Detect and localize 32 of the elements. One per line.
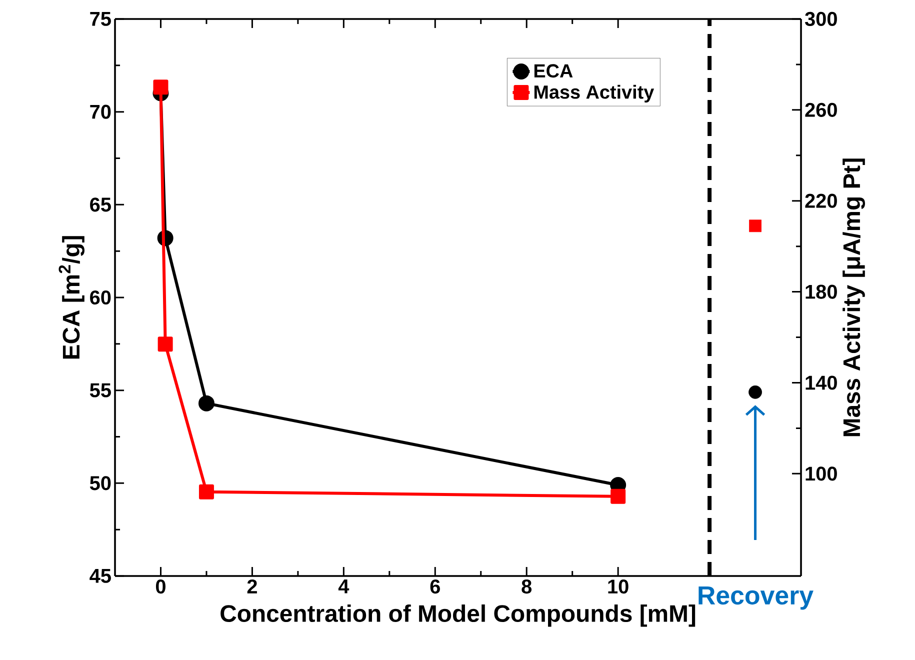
x-axis-title: Concentration of Model Compounds [mM]: [220, 604, 696, 627]
y2-tick-label: 140: [806, 376, 837, 390]
y2-tick-label: 300: [804, 12, 837, 26]
y2-tick-label: 220: [805, 194, 837, 208]
y2-tick-label: 100: [806, 466, 837, 481]
y-tick-label: 65: [90, 198, 111, 212]
x-tick-label: 10: [608, 580, 628, 594]
point: [198, 395, 214, 412]
y-tick-label: 60: [90, 290, 111, 305]
point: [158, 336, 173, 352]
y-tick-label: 75: [90, 12, 111, 26]
y2-tick-label: 260: [805, 102, 837, 117]
y-axis-title: ECA [m$^{2}$/g]: [58, 236, 84, 359]
point: [198, 484, 214, 500]
y-tick-label: 70: [90, 104, 111, 119]
y-tick-label: 45: [90, 569, 111, 583]
legend-label: Mass Activity: [534, 84, 654, 102]
point: [748, 385, 762, 399]
legend-label: ECA: [534, 64, 573, 78]
x-tick-label: 6: [430, 580, 440, 594]
x-tick-label: 4: [338, 580, 350, 594]
point: [749, 220, 762, 232]
x-tick-label: 0: [156, 580, 166, 594]
point: [610, 488, 626, 504]
point: [153, 80, 168, 95]
text: Recovery: [698, 586, 814, 610]
y2-axis-title: Mass Activity [μA/mg Pt]: [842, 158, 866, 436]
x-tick-label: 8: [522, 580, 532, 594]
y2-tick-label: 180: [806, 284, 837, 299]
y-tick-label: 55: [90, 383, 111, 398]
y-tick-label: 50: [90, 476, 111, 490]
x-tick-label: 2: [247, 580, 257, 594]
